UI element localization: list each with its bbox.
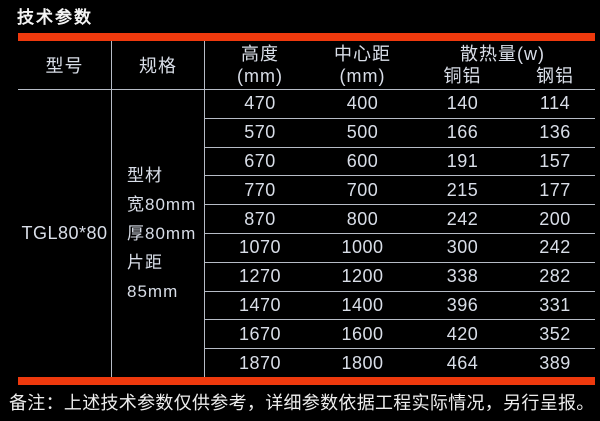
cell-center: 500 — [346, 122, 379, 143]
page-title: 技术参数 — [17, 8, 93, 27]
cell-steel: 200 — [539, 208, 571, 229]
header-height: 高度 (mm) — [205, 41, 315, 89]
data-header: 高度 (mm) 中心距 (mm) 散热量(w) 铜铝 钢铝 — [205, 41, 595, 90]
cell-copper: 215 — [446, 179, 479, 200]
spec-line: 宽80mm — [127, 195, 197, 214]
top-accent-bar — [18, 33, 595, 41]
footer-note: 备注：上述技术参数仅供参考，详细参数依据工程实际情况，另行呈报。 — [9, 393, 595, 413]
bottom-accent-bar — [18, 377, 595, 385]
cell-center: 1200 — [341, 266, 384, 287]
table-grid: 型号 TGL80*80 规格 型材 宽80mm 厚80mm 片距 85mm 高度… — [18, 41, 595, 377]
cell-steel: 242 — [539, 237, 571, 258]
cell-copper: 166 — [446, 122, 479, 143]
header-spec: 规格 — [112, 41, 204, 90]
header-center-line2: (mm) — [339, 66, 386, 86]
header-heat-dissipation: 散热量(w) 铜铝 钢铝 — [410, 41, 595, 89]
cell-steel: 177 — [539, 179, 571, 200]
cell-steel: 389 — [539, 352, 571, 373]
cell-copper: 242 — [446, 208, 479, 229]
cell-height: 1270 — [238, 266, 282, 287]
table-row: 570 500 166 136 — [205, 119, 595, 148]
cell-steel: 282 — [539, 266, 571, 287]
cell-steel: 157 — [539, 150, 571, 171]
cell-steel: 352 — [539, 323, 571, 344]
header-height-line1: 高度 — [241, 44, 279, 64]
table-row: 1670 1600 420 352 — [205, 320, 595, 350]
spec-line: 85mm — [127, 282, 179, 301]
cell-center: 400 — [346, 93, 379, 114]
cell-steel: 114 — [539, 93, 571, 114]
header-copper-aluminum: 铜铝 — [443, 66, 482, 86]
header-height-line2: (mm) — [237, 66, 283, 86]
cell-center: 1800 — [341, 352, 384, 373]
cell-height: 770 — [244, 179, 276, 200]
cell-copper: 420 — [446, 323, 479, 344]
cell-copper: 464 — [446, 352, 479, 373]
cell-height: 570 — [244, 122, 276, 143]
cell-center: 800 — [346, 208, 379, 229]
cell-height: 470 — [244, 93, 276, 114]
spec-line: 厚80mm — [127, 224, 197, 243]
cell-center: 1000 — [341, 237, 384, 258]
table-row: 1870 1800 464 389 — [205, 349, 595, 377]
table-row: 1470 1400 396 331 — [205, 292, 595, 321]
cell-height: 1670 — [238, 323, 282, 344]
table-row: 870 800 242 200 — [205, 205, 595, 234]
column-model: 型号 TGL80*80 — [18, 41, 112, 377]
cell-copper: 300 — [446, 237, 479, 258]
column-spec: 规格 型材 宽80mm 厚80mm 片距 85mm — [112, 41, 205, 377]
cell-center: 1400 — [341, 294, 384, 315]
spec-table: 型号 TGL80*80 规格 型材 宽80mm 厚80mm 片距 85mm 高度… — [18, 33, 595, 385]
spec-value: 型材 宽80mm 厚80mm 片距 85mm — [112, 90, 204, 377]
table-row: 1070 1000 300 242 — [205, 234, 595, 263]
column-data: 高度 (mm) 中心距 (mm) 散热量(w) 铜铝 钢铝 470 400 140 1… — [205, 41, 595, 377]
cell-copper: 140 — [446, 93, 479, 114]
table-row: 470 400 140 114 — [205, 90, 595, 119]
header-center-distance: 中心距 (mm) — [315, 41, 410, 89]
data-rows: 470 400 140 114 570 500 166 136 670 600 191 157 770 7… — [205, 90, 595, 377]
cell-height: 870 — [244, 208, 276, 229]
table-row: 1270 1200 338 282 — [205, 263, 595, 292]
spec-line: 型材 — [127, 166, 163, 185]
cell-height: 1870 — [238, 352, 282, 373]
cell-height: 670 — [244, 150, 276, 171]
header-heat-subcolumns: 铜铝 钢铝 — [410, 65, 595, 87]
cell-center: 700 — [346, 179, 379, 200]
cell-copper: 396 — [446, 294, 479, 315]
table-row: 670 600 191 157 — [205, 148, 595, 177]
table-row: 770 700 215 177 — [205, 176, 595, 206]
cell-copper: 338 — [446, 266, 479, 287]
header-center-line1: 中心距 — [334, 44, 391, 64]
header-steel-aluminum: 钢铝 — [536, 66, 574, 86]
cell-height: 1070 — [238, 237, 282, 258]
header-model: 型号 — [18, 41, 111, 90]
spec-line: 片距 — [127, 253, 163, 272]
cell-center: 1600 — [341, 323, 384, 344]
cell-copper: 191 — [446, 150, 479, 171]
cell-height: 1470 — [238, 294, 282, 315]
cell-steel: 331 — [539, 294, 571, 315]
cell-center: 600 — [346, 150, 379, 171]
model-value: TGL80*80 — [21, 223, 108, 243]
header-heat-title: 散热量(w) — [460, 44, 545, 64]
cell-steel: 136 — [539, 122, 571, 143]
